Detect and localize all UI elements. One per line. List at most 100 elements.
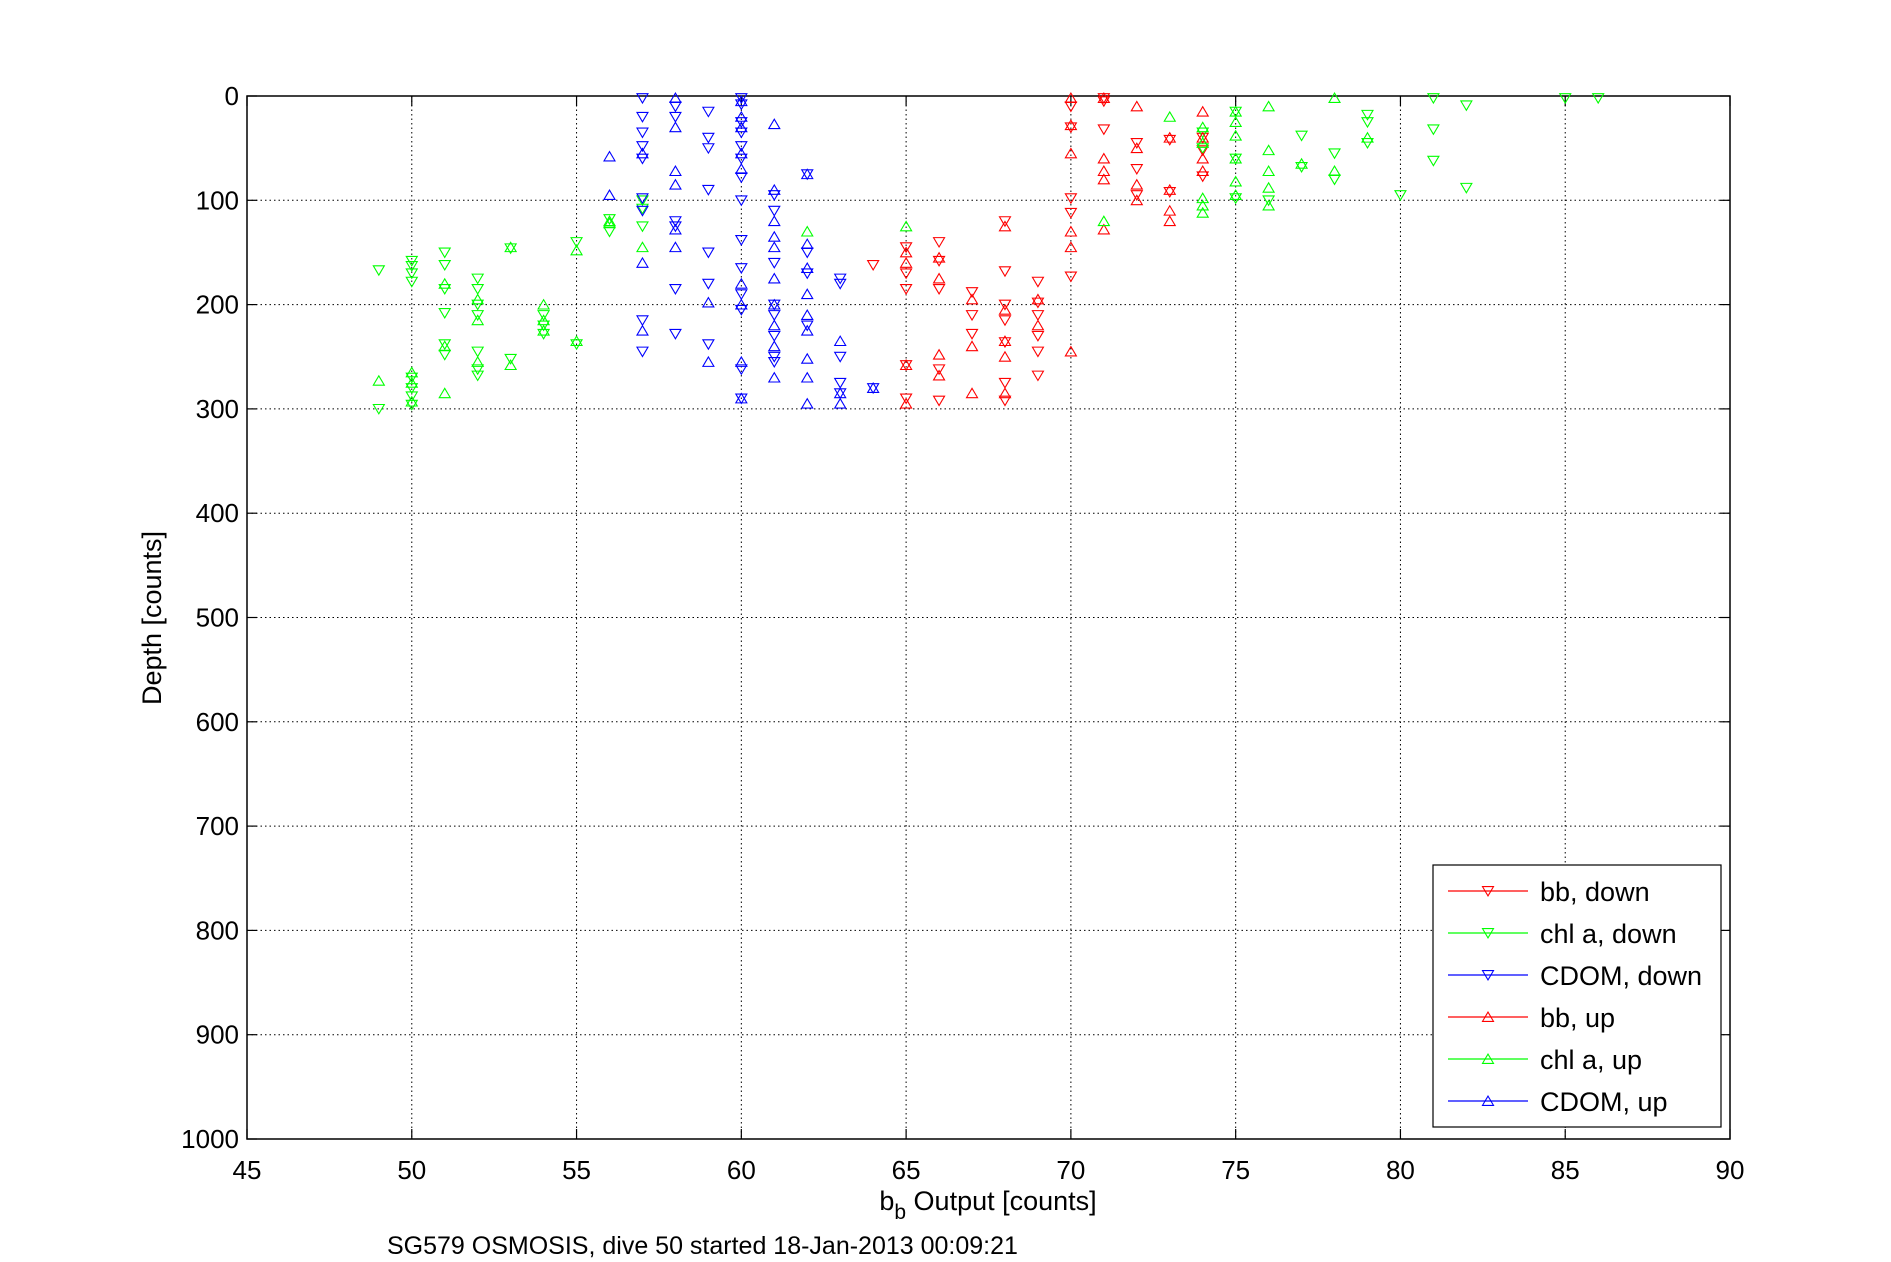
data-point (1130, 142, 1144, 154)
data-point (998, 220, 1012, 232)
data-point (405, 395, 419, 407)
data-point (998, 303, 1012, 315)
data-point (767, 319, 781, 331)
data-point (1097, 215, 1111, 227)
data-point (932, 284, 946, 295)
data-point (1229, 105, 1243, 117)
data-point (1130, 137, 1144, 149)
data-point (734, 392, 748, 404)
data-point (438, 340, 452, 352)
data-point (668, 178, 682, 190)
data-point (701, 184, 715, 196)
y-tick-label: 700 (196, 811, 239, 841)
x-axis-label-rest: Output [counts] (906, 1186, 1097, 1216)
data-point (998, 299, 1012, 311)
data-point (734, 263, 748, 275)
data-point (668, 111, 682, 123)
data-point (636, 315, 649, 327)
data-point (1097, 96, 1111, 108)
data-point (1295, 130, 1309, 142)
x-tick-label: 70 (1056, 1155, 1085, 1185)
data-point (965, 293, 979, 305)
data-point (899, 256, 913, 268)
data-point (1097, 124, 1111, 136)
data-point (405, 276, 419, 288)
data-point (1196, 131, 1210, 143)
data-point (438, 277, 452, 289)
data-point (1064, 225, 1078, 237)
data-point (471, 310, 485, 322)
data-point (1262, 100, 1276, 112)
data-point (405, 383, 419, 395)
data-point (734, 289, 748, 301)
data-point (1262, 165, 1276, 177)
data-point (965, 287, 979, 299)
data-point (1361, 117, 1374, 129)
data-point (504, 359, 518, 371)
x-tick-label: 90 (1716, 1155, 1745, 1185)
data-point (800, 238, 814, 250)
data-point (1163, 215, 1177, 227)
data-point (998, 315, 1012, 327)
data-point (636, 195, 649, 207)
legend-entry: bb, up (1448, 1003, 1615, 1033)
data-point (800, 168, 814, 180)
legend-entry: CDOM, down (1448, 961, 1702, 991)
data-point (636, 241, 649, 253)
data-point (767, 190, 781, 202)
data-point (1426, 93, 1440, 105)
data-point (668, 241, 682, 253)
data-point (800, 320, 814, 332)
data-point (965, 387, 979, 399)
data-point (998, 350, 1012, 362)
data-point (603, 215, 616, 227)
legend-label: CDOM, down (1540, 961, 1702, 991)
data-point (405, 391, 419, 403)
data-point (1459, 182, 1473, 194)
data-point (767, 118, 781, 130)
data-point (932, 364, 946, 376)
y-tick-label: 100 (196, 185, 239, 215)
data-point (405, 376, 419, 388)
data-markers (372, 92, 1605, 415)
legend-label: chl a, up (1540, 1045, 1642, 1075)
data-point (800, 324, 814, 336)
data-point (1031, 297, 1045, 309)
data-point (636, 205, 649, 217)
data-point (1558, 93, 1572, 105)
data-point (932, 255, 946, 267)
data-point (1163, 183, 1177, 195)
data-point (734, 141, 748, 153)
data-point (800, 225, 814, 237)
data-point (1031, 276, 1045, 288)
data-point (899, 359, 913, 371)
data-point (668, 328, 682, 340)
data-point (1196, 171, 1210, 183)
data-point (1426, 124, 1440, 136)
data-point (1196, 152, 1210, 164)
data-point (734, 364, 748, 376)
data-point (537, 328, 551, 340)
y-tick-label: 200 (196, 290, 239, 320)
data-point (1196, 127, 1210, 139)
data-point (1163, 110, 1177, 122)
data-point (701, 132, 715, 144)
data-point (1196, 192, 1210, 204)
data-point (1196, 145, 1210, 157)
legend-marker (1481, 928, 1495, 940)
series-bb-up (899, 92, 1210, 409)
data-point (438, 284, 452, 295)
data-point (734, 355, 748, 367)
data-point (734, 121, 748, 133)
data-point (899, 397, 913, 409)
data-point (1064, 119, 1078, 131)
data-point (1064, 271, 1078, 283)
data-point (1361, 131, 1374, 143)
data-point (1130, 194, 1144, 206)
data-point (767, 215, 781, 227)
legend-marker (1481, 886, 1495, 898)
data-point (734, 99, 748, 111)
legend-marker (1481, 1052, 1495, 1064)
x-tick-label: 60 (727, 1155, 756, 1185)
data-point (668, 165, 682, 177)
